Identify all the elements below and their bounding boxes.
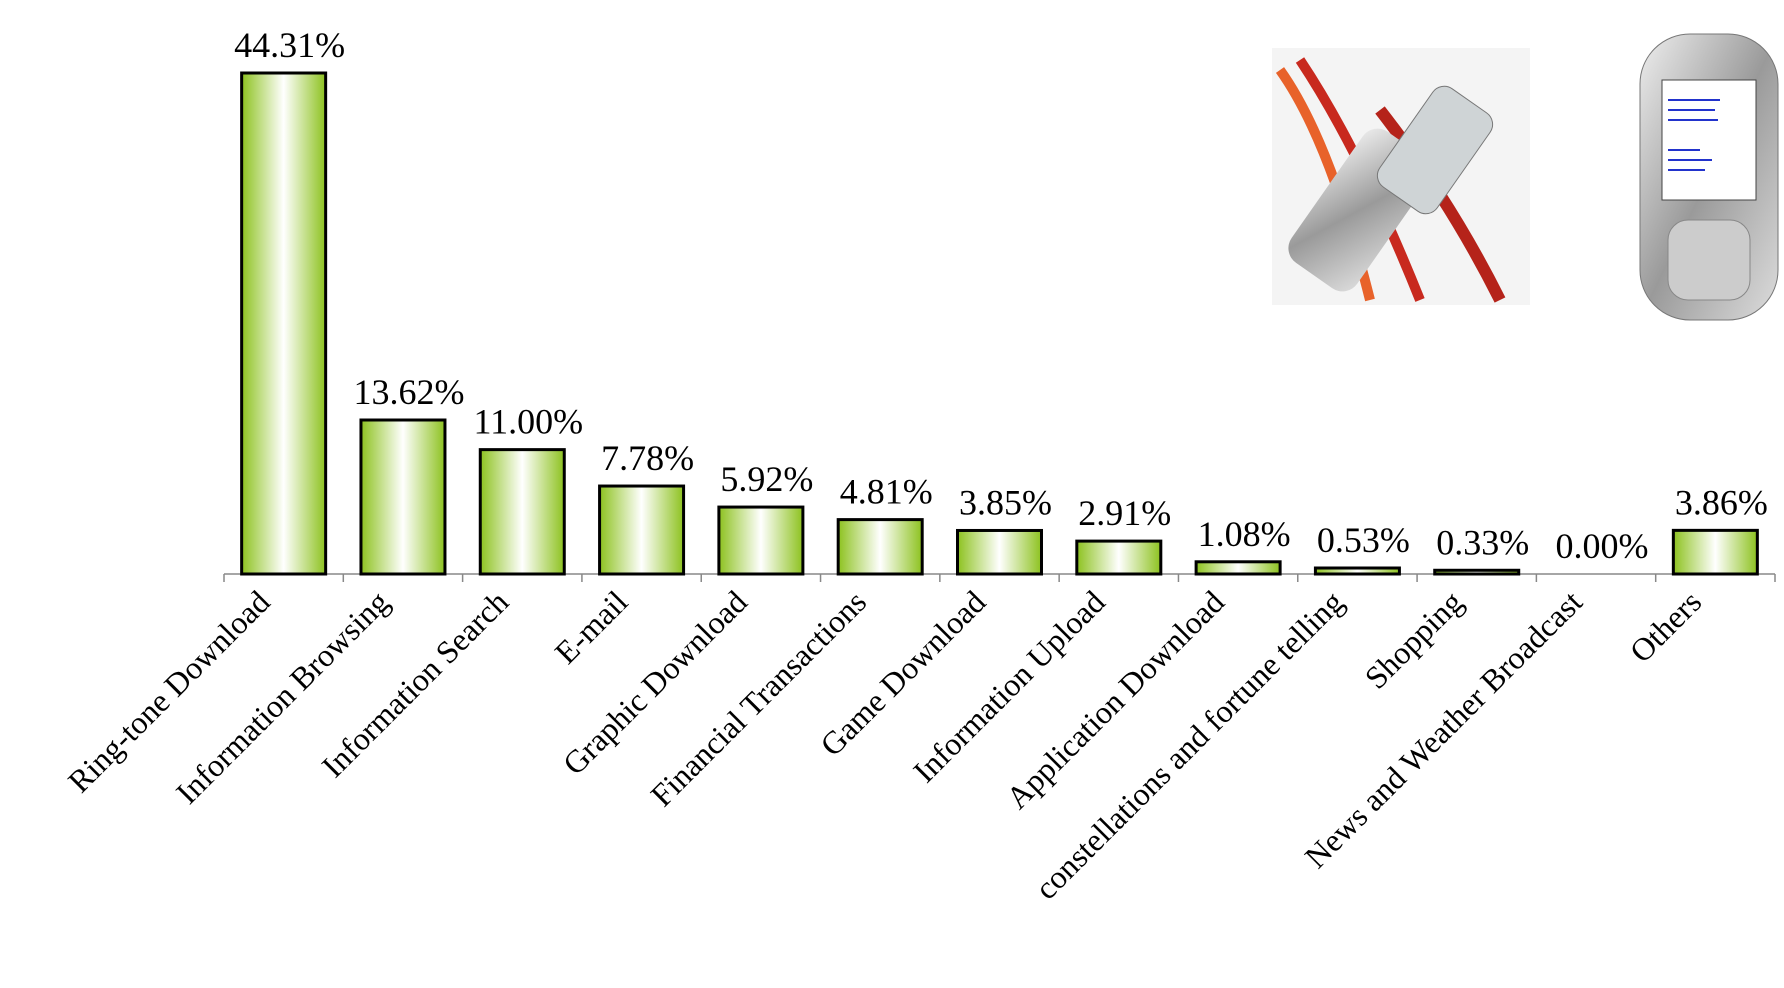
phone-image bbox=[1639, 33, 1779, 321]
bar bbox=[1075, 539, 1163, 576]
bar bbox=[240, 71, 328, 576]
bar bbox=[836, 518, 924, 576]
bar bbox=[598, 484, 686, 576]
x-tick-label: Financial Transactions bbox=[643, 583, 873, 813]
bar bbox=[1194, 560, 1282, 576]
x-tick-label: Others bbox=[1623, 583, 1709, 669]
bar bbox=[359, 418, 447, 576]
value-label: 3.85% bbox=[959, 482, 1052, 522]
x-tick-label: Application Download bbox=[999, 583, 1231, 815]
value-label: 0.00% bbox=[1556, 526, 1649, 566]
bar bbox=[956, 528, 1043, 576]
phone-image bbox=[1272, 48, 1530, 305]
value-label: 11.00% bbox=[473, 402, 583, 442]
x-tick-label: Information Browsing bbox=[169, 583, 396, 810]
value-label: 0.53% bbox=[1317, 520, 1410, 560]
value-label: 4.81% bbox=[840, 472, 933, 512]
x-tick-label: E-mail bbox=[547, 583, 634, 670]
bar bbox=[717, 505, 805, 576]
bar bbox=[478, 448, 566, 576]
x-tick-label: Ring-tone Download bbox=[61, 583, 277, 799]
bar bbox=[1671, 528, 1759, 576]
x-tick-label: Shopping bbox=[1357, 583, 1469, 695]
bar bbox=[1433, 568, 1521, 576]
value-label: 7.78% bbox=[601, 438, 694, 478]
bar bbox=[1313, 566, 1401, 576]
value-label: 3.86% bbox=[1675, 482, 1768, 522]
value-label: 13.62% bbox=[353, 372, 464, 412]
value-label: 0.33% bbox=[1436, 522, 1529, 562]
value-label: 2.91% bbox=[1078, 493, 1171, 533]
value-label: 1.08% bbox=[1198, 514, 1291, 554]
value-label: 5.92% bbox=[720, 459, 813, 499]
value-label: 44.31% bbox=[234, 25, 345, 65]
